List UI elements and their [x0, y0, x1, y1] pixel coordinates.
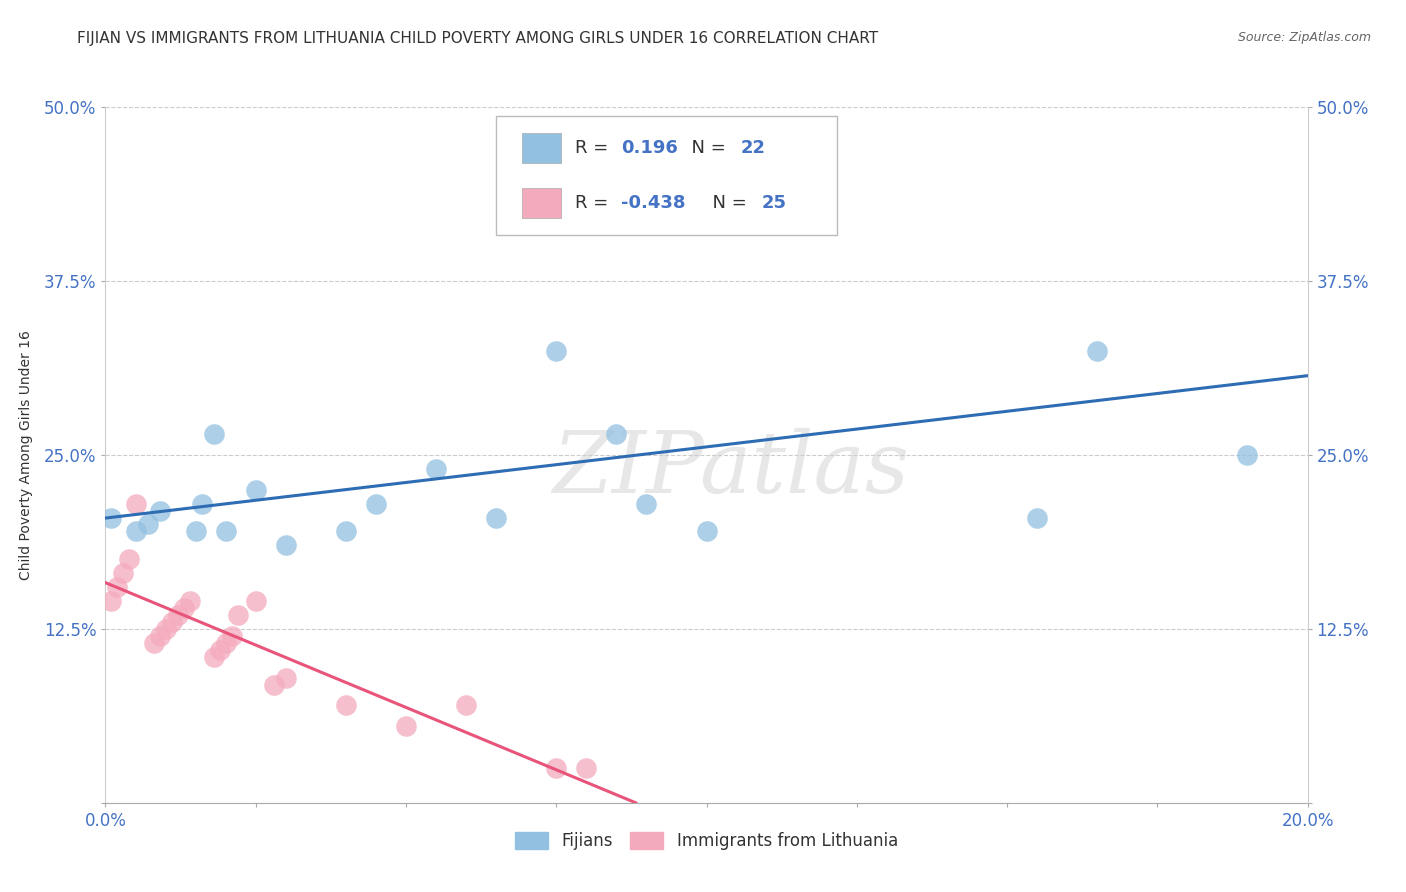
- Point: [546, 761, 568, 775]
- Point: [148, 629, 170, 643]
- Text: -0.438: -0.438: [621, 194, 686, 212]
- Point: [214, 636, 236, 650]
- Point: [636, 497, 658, 511]
- Point: [100, 594, 122, 608]
- Point: [202, 649, 225, 664]
- Text: N =: N =: [702, 194, 752, 212]
- Point: [124, 524, 146, 539]
- Text: 0.196: 0.196: [621, 139, 678, 157]
- Point: [124, 497, 146, 511]
- Point: [696, 524, 718, 539]
- Point: [214, 524, 236, 539]
- Point: [245, 483, 267, 497]
- Text: FIJIAN VS IMMIGRANTS FROM LITHUANIA CHILD POVERTY AMONG GIRLS UNDER 16 CORRELATI: FIJIAN VS IMMIGRANTS FROM LITHUANIA CHIL…: [77, 31, 879, 46]
- Point: [425, 462, 447, 476]
- Text: 22: 22: [741, 139, 765, 157]
- Point: [173, 601, 195, 615]
- Text: Source: ZipAtlas.com: Source: ZipAtlas.com: [1237, 31, 1371, 45]
- Point: [546, 343, 568, 358]
- Text: ZIPatlas: ZIPatlas: [553, 427, 910, 510]
- Point: [202, 427, 225, 442]
- Point: [1026, 510, 1049, 524]
- Point: [190, 497, 212, 511]
- Point: [112, 566, 135, 581]
- Point: [335, 698, 357, 713]
- Legend: Fijians, Immigrants from Lithuania: Fijians, Immigrants from Lithuania: [509, 826, 904, 857]
- Point: [184, 524, 207, 539]
- Point: [142, 636, 165, 650]
- Text: N =: N =: [681, 139, 731, 157]
- Point: [245, 594, 267, 608]
- Point: [274, 671, 297, 685]
- Point: [107, 580, 129, 594]
- Point: [1085, 343, 1108, 358]
- Text: R =: R =: [575, 139, 613, 157]
- Point: [263, 677, 285, 691]
- Point: [221, 629, 243, 643]
- Point: [786, 162, 808, 177]
- Point: [208, 642, 231, 657]
- Point: [364, 497, 387, 511]
- Point: [136, 517, 159, 532]
- Point: [274, 538, 297, 552]
- Point: [1236, 448, 1258, 462]
- Point: [395, 719, 418, 733]
- Text: R =: R =: [575, 194, 613, 212]
- Point: [179, 594, 201, 608]
- Point: [605, 427, 627, 442]
- Point: [100, 510, 122, 524]
- Text: 25: 25: [762, 194, 786, 212]
- Point: [166, 607, 188, 622]
- Point: [456, 698, 478, 713]
- Point: [118, 552, 141, 566]
- Point: [155, 622, 177, 636]
- Point: [335, 524, 357, 539]
- Point: [226, 607, 249, 622]
- Point: [160, 615, 183, 629]
- Point: [575, 761, 598, 775]
- Y-axis label: Child Poverty Among Girls Under 16: Child Poverty Among Girls Under 16: [18, 330, 32, 580]
- Point: [148, 503, 170, 517]
- Point: [485, 510, 508, 524]
